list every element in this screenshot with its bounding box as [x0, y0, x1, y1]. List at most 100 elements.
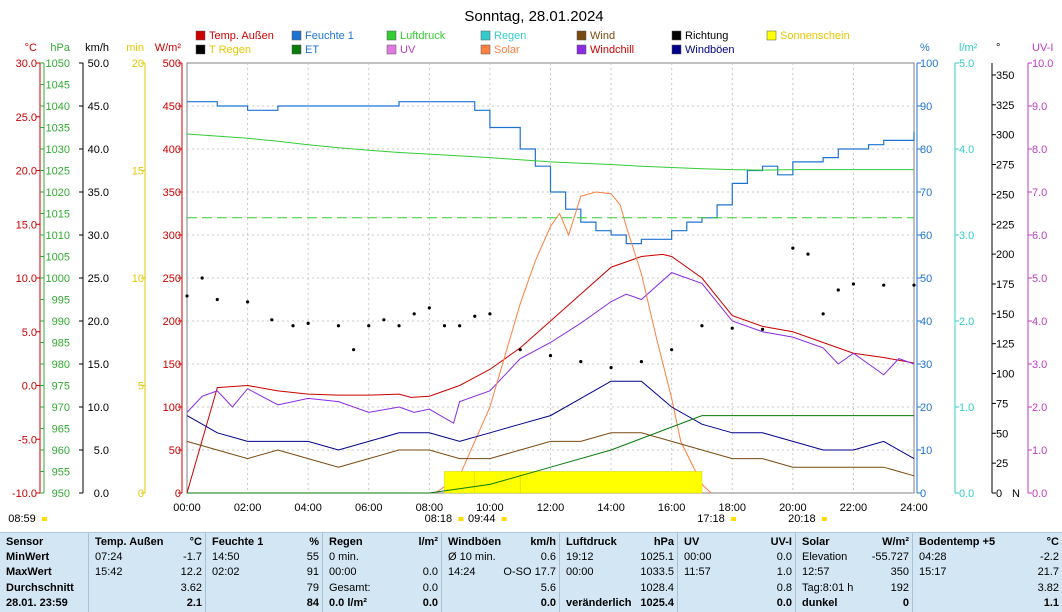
legend-swatch	[766, 30, 777, 41]
axis-tick-label: 200	[163, 316, 181, 328]
stats-column-unit: W/m²	[882, 536, 909, 548]
axis-tick-label: -10.0	[12, 488, 37, 500]
axis-unit: °C	[25, 42, 37, 54]
direction-point	[730, 326, 734, 330]
axis-tick-label: 0	[920, 488, 926, 500]
axis-tick-label: 150	[996, 309, 1014, 321]
stats-cell-value: 3.82	[1037, 582, 1059, 594]
axis-tick-label: 9.0	[1032, 101, 1047, 113]
legend-label: UV	[400, 44, 416, 56]
stats-column-unit: %	[309, 536, 319, 548]
axis-tick-label: 25	[996, 458, 1008, 470]
stats-cell-value: 350	[890, 566, 909, 578]
stats-cell-label: 07:24	[95, 551, 123, 563]
axis-tick-label: 1050	[46, 58, 70, 70]
x-axis: 00:00 02:00 04:00 06:00 08:00 10:00 12:00 14:00…	[8, 502, 928, 525]
legend-swatch	[480, 30, 491, 41]
direction-point	[579, 360, 583, 364]
axis-tick-label: 1045	[46, 80, 70, 92]
axis-tick-label: 225	[996, 219, 1014, 231]
legend-label: Feuchte 1	[305, 30, 354, 42]
stats-cell-row: 0.8	[684, 580, 792, 596]
stats-cell-row: 5.6	[448, 580, 556, 596]
direction-point	[200, 276, 204, 280]
stats-cell-value: O-SO 17.7	[503, 566, 556, 578]
series-line	[186, 380, 915, 460]
grid	[186, 62, 915, 494]
stats-cell-label: Elevation	[802, 551, 848, 563]
stats-cell-value: 0.0	[422, 597, 438, 609]
axis-tick-label: 1020	[46, 187, 70, 199]
stats-cell-value: 55	[306, 551, 319, 563]
stats-column-unit: UV-I	[770, 536, 792, 548]
axis-tick-label: 0.0	[94, 488, 109, 500]
stats-cell-label: 14:50	[212, 551, 240, 563]
axis-tick-label: 250	[996, 189, 1014, 201]
stats-column-name: UV	[684, 536, 700, 548]
direction-point	[306, 321, 310, 325]
axis-tick-label: 350	[996, 70, 1014, 82]
axis-tick-label: 100	[163, 402, 181, 414]
stats-column-header: Bodentemp +5 °C	[919, 534, 1059, 550]
direction-point	[882, 283, 886, 287]
stats-row-label-text: Durchschnitt	[6, 582, 74, 594]
series-line	[187, 101, 915, 245]
legend-label: T Regen	[209, 44, 251, 56]
stats-cell-value: -1.7	[183, 551, 202, 563]
axis-tick-label: 40.0	[88, 144, 109, 156]
stats-cell-label: 00:00	[684, 551, 712, 563]
direction-point	[609, 365, 613, 370]
axis-tick-label: 4.0	[959, 144, 974, 156]
x-tick-label: 08:00	[416, 502, 444, 514]
legend-label: Regen	[494, 30, 526, 42]
legend: Temp. Außen Feuchte 1 Luftdruck Regen Wind Ri…	[195, 30, 850, 56]
stats-cell-label: 19:12	[566, 551, 594, 563]
axis-tick-label: 10	[920, 445, 932, 457]
axis-unit: km/h	[85, 42, 109, 54]
axis-tick-label: 450	[163, 101, 181, 113]
axis-tick-label: 15.0	[88, 359, 109, 371]
direction-point	[821, 312, 825, 316]
legend-swatch	[671, 30, 682, 41]
time-marker-label: 20:18	[788, 513, 816, 525]
stats-cell-label: 04:28	[919, 551, 947, 563]
stats-cell-value: -2.2	[1040, 551, 1059, 563]
stats-cell-label: 15:17	[919, 566, 947, 578]
axis-tick-label: 15.0	[16, 219, 37, 231]
direction-point	[700, 324, 704, 328]
stats-row-label: Durchschnitt	[6, 580, 86, 596]
stats-column-name: Temp. Außen	[95, 536, 164, 548]
stats-column-unit: °C	[189, 536, 202, 548]
axis-tick-label: 1000	[46, 273, 70, 285]
axis-tick-label: 4.0	[1032, 316, 1047, 328]
stats-cell-label: 00:00	[566, 566, 594, 578]
direction-point	[851, 282, 856, 286]
direction-point	[473, 314, 477, 318]
stats-panel: Sensor MinWert MaxWert Durchschnitt 28.01. 2…	[0, 532, 1062, 612]
stats-column-header: Solar W/m²	[802, 534, 909, 550]
axis-tick-label: 990	[52, 316, 70, 328]
stats-cell-label: 0.0 l/m²	[329, 597, 367, 609]
direction-point	[291, 324, 295, 328]
stats-column: Feuchte 1% 14:50 55 02:02 91 79 84	[205, 533, 323, 612]
stats-cell-row: veränderlich 1025.4	[566, 595, 674, 611]
legend-label: Luftdruck	[400, 30, 446, 42]
stats-cell-value: 1025.4	[640, 597, 674, 609]
direction-point	[215, 297, 219, 302]
x-tick-label: 16:00	[658, 502, 686, 514]
direction-point	[442, 324, 447, 328]
stats-column-name: Windböen	[448, 536, 502, 548]
x-tick-label: 18:00	[718, 502, 746, 514]
stats-cell-row: 3.62	[95, 580, 202, 596]
axis-tick-label: 500	[163, 58, 181, 70]
direction-point	[518, 348, 522, 352]
axis-unit: W/m²	[155, 42, 182, 54]
legend-swatch	[291, 30, 302, 41]
axis-tick-label: 1030	[46, 144, 70, 156]
axis-tick-label: 90	[920, 101, 932, 113]
axis-tick-label: 175	[996, 279, 1014, 291]
stats-cell-value: 0.0	[776, 551, 792, 563]
stats-row-label: MinWert	[6, 549, 86, 565]
axis-tick-label: 20.0	[88, 316, 109, 328]
axis-tick-label: 965	[52, 424, 70, 436]
